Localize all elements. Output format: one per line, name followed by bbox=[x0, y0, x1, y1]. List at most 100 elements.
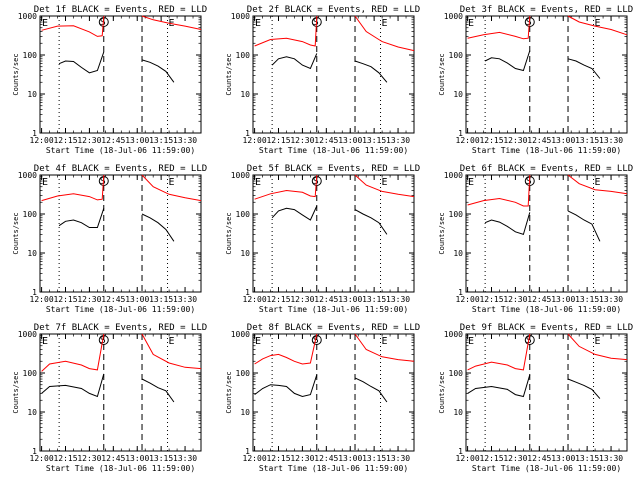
y-tick-label: 1 bbox=[458, 129, 463, 138]
lld-series-line-seg2 bbox=[567, 15, 628, 36]
y-axis-label: Counts/sec bbox=[225, 53, 233, 95]
y-tick-label: 100 bbox=[23, 210, 38, 219]
y-axis-label: Counts/sec bbox=[438, 53, 446, 95]
y-tick-label: 1 bbox=[458, 447, 463, 456]
end-marker: E bbox=[255, 18, 261, 29]
x-tick-label: 13:30 bbox=[173, 454, 197, 463]
end-marker: E bbox=[595, 336, 601, 347]
lld-series-line-seg2 bbox=[567, 333, 628, 361]
y-tick-label: 100 bbox=[23, 51, 38, 60]
plot-frame bbox=[252, 333, 415, 452]
y-tick-label: 1000 bbox=[18, 171, 37, 180]
x-tick-label: 13:30 bbox=[599, 136, 623, 145]
x-tick-label: 12:15 bbox=[479, 295, 503, 304]
x-tick-label: 13:15 bbox=[149, 136, 173, 145]
y-tick-label: 1 bbox=[245, 447, 250, 456]
panel-6: Det 6f BLACK = Events, RED = LLD 1 10 100 10… bbox=[438, 164, 633, 314]
events-series-line-seg1 bbox=[484, 50, 531, 72]
y-tick-label: 10 bbox=[453, 90, 463, 99]
x-tick-label: 13:15 bbox=[575, 454, 599, 463]
y-axis-label: Counts/sec bbox=[12, 212, 20, 254]
panel-title: Det 6f BLACK = Events, RED = LLD bbox=[460, 164, 633, 174]
x-axis-label: Start Time (18-Jul-06 11:59:00) bbox=[46, 305, 195, 314]
start-marker: S bbox=[100, 176, 106, 187]
start-marker: S bbox=[526, 17, 532, 28]
y-tick-label: 10 bbox=[240, 408, 250, 417]
panel-8: Det 8f BLACK = Events, RED = LLD 1 10 100 10… bbox=[225, 323, 420, 473]
y-tick-label: 1 bbox=[458, 288, 463, 297]
events-series-line-seg1 bbox=[484, 212, 531, 236]
x-tick-label: 13:00 bbox=[125, 295, 149, 304]
x-tick-label: 12:00 bbox=[30, 454, 54, 463]
x-tick-label: 12:45 bbox=[527, 454, 551, 463]
x-tick-label: 12:30 bbox=[77, 295, 101, 304]
x-tick-label: 12:00 bbox=[30, 136, 54, 145]
y-tick-label: 10 bbox=[453, 408, 463, 417]
x-tick-label: 13:30 bbox=[386, 454, 410, 463]
x-tick-label: 12:45 bbox=[101, 295, 125, 304]
panel-7: Det 7f BLACK = Events, RED = LLD 1 10 100 10… bbox=[12, 323, 207, 473]
x-tick-label: 13:30 bbox=[386, 295, 410, 304]
x-tick-label: 12:45 bbox=[101, 454, 125, 463]
end-marker: E bbox=[595, 177, 601, 188]
x-tick-label: 13:30 bbox=[599, 454, 623, 463]
x-tick-label: 12:30 bbox=[77, 454, 101, 463]
y-tick-label: 1000 bbox=[231, 171, 250, 180]
y-axis-label: Counts/sec bbox=[438, 212, 446, 254]
x-tick-label: 12:15 bbox=[53, 136, 77, 145]
x-tick-label: 13:30 bbox=[599, 295, 623, 304]
x-tick-label: 13:15 bbox=[362, 454, 386, 463]
x-tick-label: 12:15 bbox=[479, 454, 503, 463]
plot-frame bbox=[465, 333, 628, 452]
x-tick-label: 12:15 bbox=[266, 454, 290, 463]
x-tick-label: 12:45 bbox=[101, 136, 125, 145]
x-tick-label: 13:00 bbox=[338, 454, 362, 463]
events-series-line-seg2 bbox=[354, 60, 388, 83]
plot-frame bbox=[252, 15, 415, 134]
x-tick-label: 12:00 bbox=[243, 136, 267, 145]
x-tick-label: 12:45 bbox=[314, 295, 338, 304]
x-tick-label: 12:30 bbox=[503, 136, 527, 145]
lld-series-line-seg1 bbox=[41, 174, 105, 202]
end-marker: E bbox=[255, 336, 261, 347]
y-tick-label: 1000 bbox=[444, 171, 463, 180]
end-marker: E bbox=[382, 336, 388, 347]
events-series-line-seg2 bbox=[567, 58, 601, 79]
y-tick-label: 10 bbox=[240, 90, 250, 99]
x-tick-label: 13:00 bbox=[338, 136, 362, 145]
y-tick-label: 100 bbox=[449, 51, 464, 60]
x-tick-label: 12:15 bbox=[53, 454, 77, 463]
y-tick-label: 100 bbox=[236, 210, 251, 219]
x-tick-label: 12:15 bbox=[53, 295, 77, 304]
x-tick-label: 12:00 bbox=[456, 295, 480, 304]
lld-series-line-seg2 bbox=[567, 174, 628, 195]
y-tick-label: 100 bbox=[449, 210, 464, 219]
y-tick-label: 1000 bbox=[231, 12, 250, 21]
x-tick-label: 12:45 bbox=[527, 136, 551, 145]
x-axis-label: Start Time (18-Jul-06 11:59:00) bbox=[472, 464, 621, 473]
y-tick-label: 100 bbox=[23, 369, 38, 378]
events-series-line-seg1 bbox=[58, 51, 105, 74]
y-tick-label: 1 bbox=[245, 288, 250, 297]
x-tick-label: 12:30 bbox=[503, 295, 527, 304]
y-tick-label: 1000 bbox=[18, 330, 37, 339]
end-marker: E bbox=[468, 336, 474, 347]
y-tick-label: 10 bbox=[240, 249, 250, 258]
end-marker: E bbox=[382, 177, 388, 188]
x-tick-label: 12:45 bbox=[314, 454, 338, 463]
y-tick-label: 1 bbox=[245, 129, 250, 138]
events-series-line-seg2 bbox=[141, 378, 175, 403]
x-tick-label: 12:30 bbox=[290, 136, 314, 145]
x-tick-label: 13:00 bbox=[551, 136, 575, 145]
plot-frame bbox=[39, 174, 202, 293]
x-tick-label: 12:30 bbox=[290, 295, 314, 304]
y-tick-label: 1 bbox=[32, 288, 37, 297]
y-axis-label: Counts/sec bbox=[12, 53, 20, 95]
x-tick-label: 12:15 bbox=[479, 136, 503, 145]
y-tick-label: 1000 bbox=[231, 330, 250, 339]
x-axis-label: Start Time (18-Jul-06 11:59:00) bbox=[472, 146, 621, 155]
end-marker: E bbox=[42, 336, 48, 347]
x-tick-label: 12:15 bbox=[266, 136, 290, 145]
x-tick-label: 13:00 bbox=[338, 295, 362, 304]
